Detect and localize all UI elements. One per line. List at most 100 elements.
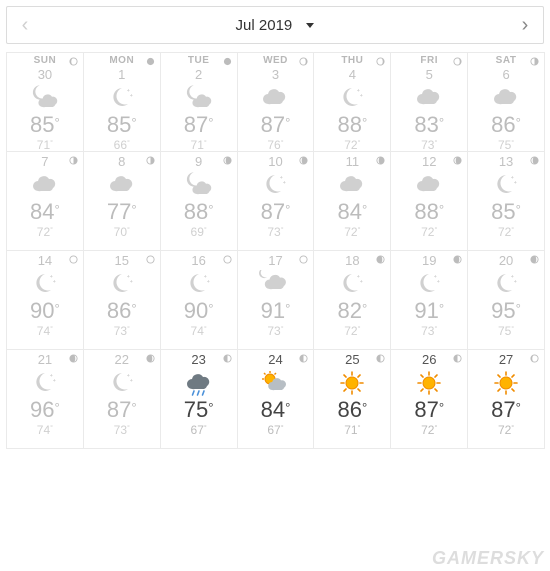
calendar-day[interactable]: 1791°73° (237, 250, 315, 350)
date-number: 11 (346, 154, 360, 169)
calendar-day[interactable]: 2287°73° (83, 349, 161, 449)
month-title-label: Jul 2019 (236, 17, 293, 34)
moon-phase-icon (530, 354, 539, 363)
calendar-day[interactable]: TUE287°71° (160, 52, 238, 152)
moon-phase-icon (146, 354, 155, 363)
calendar-day[interactable]: 1490°74° (6, 250, 84, 350)
low-temp: 74° (37, 324, 53, 338)
weather-icon (104, 369, 140, 397)
calendar-day[interactable]: 1184°72° (313, 151, 391, 251)
month-selector[interactable]: ‹ Jul 2019 › (6, 6, 544, 44)
calendar-day[interactable]: 2787°72° (467, 349, 545, 449)
moon-phase-icon (69, 354, 78, 363)
next-month-arrow[interactable]: › (507, 14, 543, 37)
high-temp: 86° (491, 114, 521, 136)
calendar-day[interactable]: SUN3085°71° (6, 52, 84, 152)
date-number: 20 (499, 253, 513, 268)
date-number: 5 (426, 67, 433, 82)
date-number: 30 (38, 67, 52, 82)
low-temp: 74° (191, 324, 207, 338)
moon-phase-icon (69, 156, 78, 165)
date-number: 4 (349, 67, 356, 82)
calendar-day[interactable]: 2586°71° (313, 349, 391, 449)
high-temp: 83° (414, 114, 444, 136)
low-temp: 66° (114, 138, 130, 152)
calendar-day[interactable]: 2196°74° (6, 349, 84, 449)
calendar-day[interactable]: 7 84° 72° (6, 151, 84, 251)
low-temp: 76° (267, 138, 283, 152)
low-temp: 72° (344, 138, 360, 152)
high-temp: 87° (491, 399, 521, 421)
weather-icon (27, 171, 63, 199)
calendar-day[interactable]: 2375°67° (160, 349, 238, 449)
prev-month-arrow[interactable]: ‹ (7, 14, 43, 37)
calendar-day[interactable]: 1385°72° (467, 151, 545, 251)
calendar-day[interactable]: 2095°75° (467, 250, 545, 350)
weather-icon (411, 84, 447, 112)
moon-phase-icon (453, 156, 462, 165)
low-temp: 72° (344, 225, 360, 239)
weather-icon (181, 171, 217, 199)
date-number: 8 (118, 154, 125, 169)
date-number: 27 (499, 352, 513, 367)
weather-icon (488, 84, 524, 112)
calendar-day[interactable]: 1882°72° (313, 250, 391, 350)
weather-icon (181, 369, 217, 397)
weather-icon (411, 270, 447, 298)
weather-icon (488, 369, 524, 397)
low-temp: 74° (37, 423, 53, 437)
calendar-day[interactable]: 877°70° (83, 151, 161, 251)
weather-icon (411, 369, 447, 397)
low-temp: 73° (114, 423, 130, 437)
low-temp: 72° (37, 225, 53, 239)
high-temp: 87° (107, 399, 137, 421)
low-temp: 73° (114, 324, 130, 338)
date-number: 3 (272, 67, 279, 82)
month-title[interactable]: Jul 2019 (43, 17, 507, 34)
moon-phase-icon (299, 57, 308, 66)
calendar-day[interactable]: 1288°72° (390, 151, 468, 251)
weather-icon (181, 84, 217, 112)
weather-icon (334, 84, 370, 112)
weather-icon (488, 270, 524, 298)
calendar-day[interactable]: FRI583°73° (390, 52, 468, 152)
calendar-day[interactable]: 1690°74° (160, 250, 238, 350)
calendar-day[interactable]: 1586°73° (83, 250, 161, 350)
calendar-day[interactable]: 1991°73° (390, 250, 468, 350)
date-number: 7 (41, 154, 48, 169)
high-temp: 87° (414, 399, 444, 421)
calendar-day[interactable]: THU488°72° (313, 52, 391, 152)
high-temp: 90° (184, 300, 214, 322)
date-number: 26 (422, 352, 436, 367)
calendar-day[interactable]: SAT686°75° (467, 52, 545, 152)
date-number: 1 (118, 67, 125, 82)
moon-phase-icon (299, 255, 308, 264)
weather-icon (257, 171, 293, 199)
weekday-label: WED (263, 55, 288, 66)
weather-icon (334, 369, 370, 397)
high-temp: 88° (337, 114, 367, 136)
high-temp: 87° (184, 114, 214, 136)
high-temp: 91° (414, 300, 444, 322)
moon-phase-icon (453, 255, 462, 264)
moon-phase-icon (223, 255, 232, 264)
date-number: 10 (268, 154, 282, 169)
low-temp: 73° (421, 324, 437, 338)
calendar-day[interactable]: WED3 87° 76° (237, 52, 315, 152)
calendar-day[interactable]: 2484°67° (237, 349, 315, 449)
high-temp: 75° (184, 399, 214, 421)
calendar-day[interactable]: MON185°66° (83, 52, 161, 152)
calendar-day[interactable]: 988°69° (160, 151, 238, 251)
high-temp: 87° (261, 114, 291, 136)
date-number: 2 (195, 67, 202, 82)
calendar-day[interactable]: 1087°73° (237, 151, 315, 251)
high-temp: 84° (30, 201, 60, 223)
high-temp: 85° (107, 114, 137, 136)
calendar-day[interactable]: 2687°72° (390, 349, 468, 449)
low-temp: 71° (37, 138, 53, 152)
moon-phase-icon (223, 156, 232, 165)
weekday-label: SAT (496, 55, 517, 66)
weather-icon (334, 270, 370, 298)
date-number: 13 (499, 154, 513, 169)
date-number: 9 (195, 154, 202, 169)
